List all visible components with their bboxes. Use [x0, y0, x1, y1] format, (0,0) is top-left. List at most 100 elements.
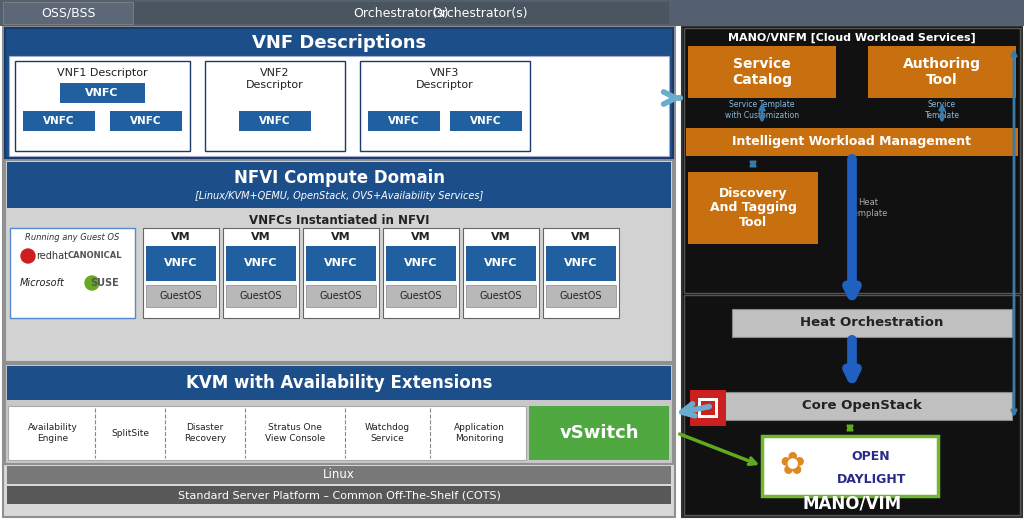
Bar [368, 111, 440, 131]
Bar [386, 285, 456, 307]
Text: VNFC: VNFC [325, 258, 357, 268]
Bar [7, 162, 671, 208]
Text: Core OpenStack: Core OpenStack [802, 400, 922, 413]
Text: Heat Orchestration: Heat Orchestration [801, 316, 944, 329]
Text: VNF1 Descriptor: VNF1 Descriptor [57, 68, 147, 78]
Bar [5, 364, 673, 464]
Bar [543, 228, 618, 318]
Text: Application
Monitoring: Application Monitoring [454, 423, 505, 443]
Text: Watchdog
Service: Watchdog Service [365, 423, 410, 443]
Bar [223, 228, 299, 318]
Text: GuestOS: GuestOS [240, 291, 283, 301]
Text: VNFC: VNFC [259, 116, 291, 126]
Bar [5, 160, 673, 362]
Text: GuestOS: GuestOS [319, 291, 362, 301]
Text: ✿: ✿ [779, 452, 805, 480]
Text: SUSE: SUSE [91, 278, 120, 288]
Text: GuestOS: GuestOS [480, 291, 522, 301]
Bar [9, 56, 669, 156]
Text: NFVI Compute Domain: NFVI Compute Domain [233, 169, 444, 187]
Bar [688, 46, 836, 98]
Bar [386, 246, 456, 281]
Circle shape [22, 249, 35, 263]
Bar [0, 0, 1024, 26]
Circle shape [85, 276, 99, 290]
Text: OSS/BSS: OSS/BSS [41, 6, 95, 19]
Text: VNFC: VNFC [130, 116, 162, 126]
Bar [463, 228, 539, 318]
Text: GuestOS: GuestOS [560, 291, 602, 301]
Bar [732, 309, 1012, 337]
Bar [205, 61, 345, 151]
Text: VM: VM [571, 232, 591, 242]
Bar [303, 228, 379, 318]
Text: redhat: redhat [36, 251, 68, 261]
Text: VNF2
Descriptor: VNF2 Descriptor [246, 68, 304, 90]
Bar [701, 401, 715, 415]
Text: Availability
Engine: Availability Engine [28, 423, 78, 443]
Bar [23, 111, 95, 131]
Bar [690, 390, 726, 426]
Bar [762, 436, 938, 496]
Text: MANO/VIM: MANO/VIM [803, 494, 901, 512]
Text: Orchestrator(s): Orchestrator(s) [432, 6, 527, 19]
Text: Authoring
Tool: Authoring Tool [903, 57, 981, 87]
Bar [868, 46, 1016, 98]
Bar [226, 285, 296, 307]
Bar [15, 61, 190, 151]
Bar [143, 228, 219, 318]
Text: Discovery
And Tagging
Tool: Discovery And Tagging Tool [710, 187, 797, 229]
Text: VNFC: VNFC [388, 116, 420, 126]
Bar [682, 26, 1022, 517]
Text: GuestOS: GuestOS [160, 291, 203, 301]
Bar [306, 246, 376, 281]
Text: Running any Guest OS: Running any Guest OS [26, 232, 120, 242]
Text: VNFCs Instantiated in NFVI: VNFCs Instantiated in NFVI [249, 214, 429, 227]
Text: Service
Catalog: Service Catalog [732, 57, 792, 87]
Bar [8, 406, 526, 460]
Text: Service Template
with Customization: Service Template with Customization [725, 101, 799, 120]
Bar [684, 28, 1020, 293]
Bar [10, 228, 135, 318]
Text: Service
Template: Service Template [925, 101, 959, 120]
Text: ●: ● [22, 249, 34, 263]
Text: Disaster
Recovery: Disaster Recovery [184, 423, 226, 443]
Text: VM: VM [412, 232, 431, 242]
Bar [146, 285, 216, 307]
Text: VNFC: VNFC [245, 258, 278, 268]
Text: VNFC: VNFC [43, 116, 75, 126]
Text: VNFC: VNFC [564, 258, 598, 268]
Bar [306, 285, 376, 307]
Bar [466, 285, 536, 307]
Text: SplitSite: SplitSite [111, 428, 150, 438]
Text: Microsoft: Microsoft [19, 278, 65, 288]
Text: VNF3
Descriptor: VNF3 Descriptor [416, 68, 474, 90]
Text: VM: VM [171, 232, 190, 242]
Text: Intelligent Workload Management: Intelligent Workload Management [732, 135, 972, 148]
Bar [3, 2, 133, 24]
Bar [383, 228, 459, 318]
Bar [546, 246, 616, 281]
Text: Orchestrator(s): Orchestrator(s) [353, 6, 449, 19]
Text: Standard Server Platform – Common Off-The-Shelf (COTS): Standard Server Platform – Common Off-Th… [177, 490, 501, 500]
Bar [684, 295, 1020, 515]
Text: VNFC: VNFC [484, 258, 518, 268]
Text: vSwitch: vSwitch [559, 424, 639, 442]
Bar [7, 366, 671, 400]
Text: VM: VM [331, 232, 351, 242]
Text: OPEN: OPEN [852, 451, 891, 464]
Text: VM: VM [251, 232, 270, 242]
Text: KVM with Availability Extensions: KVM with Availability Extensions [185, 374, 493, 392]
Bar [7, 486, 671, 504]
Text: [Linux/KVM+QEMU, OpenStack, OVS+Availability Services]: [Linux/KVM+QEMU, OpenStack, OVS+Availabi… [195, 191, 483, 201]
Bar [688, 172, 818, 244]
Bar [133, 2, 669, 24]
Text: Linux: Linux [323, 468, 355, 481]
Bar [686, 128, 1018, 156]
Bar [712, 392, 1012, 420]
Bar [226, 246, 296, 281]
Bar [360, 61, 530, 151]
Text: VNFC: VNFC [85, 88, 119, 98]
Text: Heat
Template: Heat Template [849, 199, 887, 218]
Bar [546, 285, 616, 307]
